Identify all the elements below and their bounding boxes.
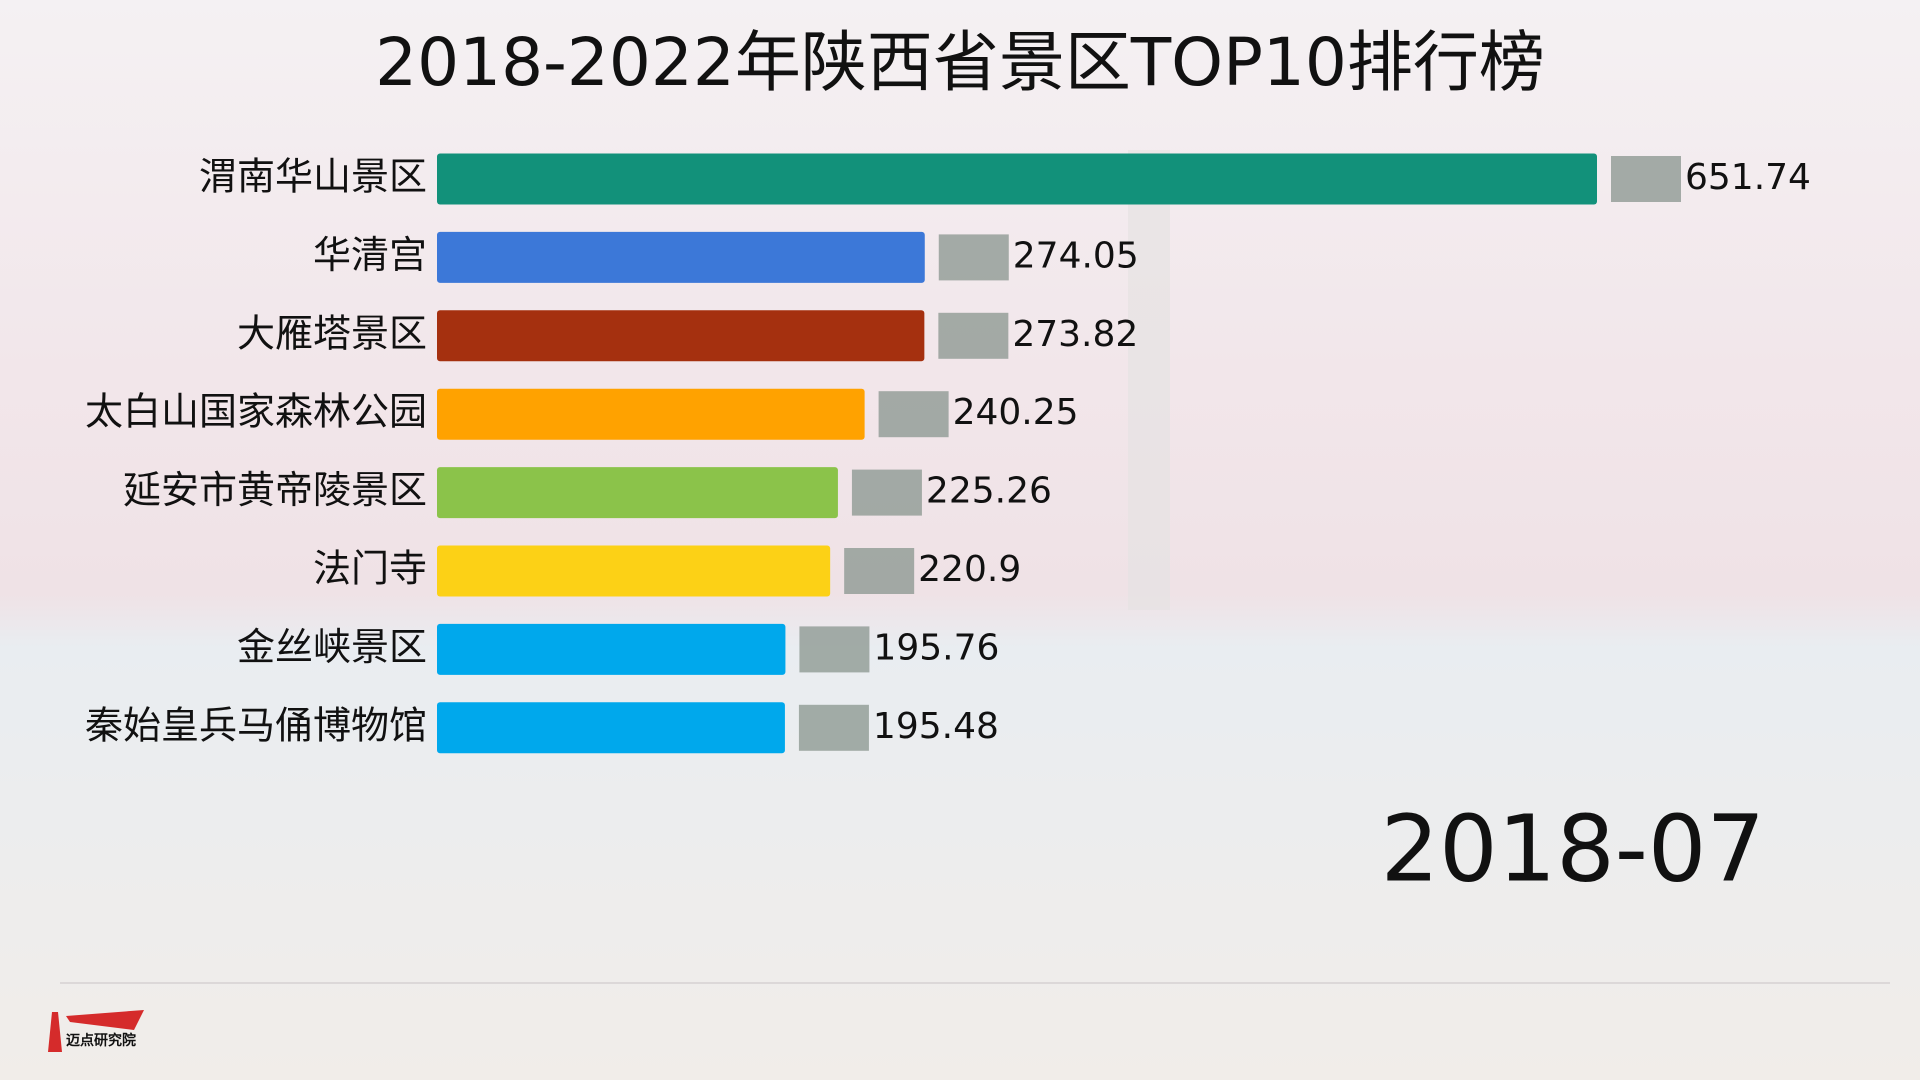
- thumbnail: [1611, 156, 1681, 202]
- value-label: 220.9: [918, 549, 1021, 590]
- bar: [437, 388, 865, 440]
- value-label: 273.82: [1012, 314, 1138, 355]
- value-label: 195.48: [873, 706, 999, 747]
- thumbnail: [799, 626, 870, 673]
- category-label: 太白山国家森林公园: [85, 390, 427, 434]
- value-label: 225.26: [926, 471, 1052, 512]
- value-label: 195.76: [873, 627, 999, 668]
- logo: 迈点研究院: [48, 1010, 144, 1052]
- logo-icon: [48, 1012, 62, 1052]
- bar: [437, 310, 925, 362]
- bar: [437, 153, 1597, 205]
- logo-text: 迈点研究院: [66, 1032, 136, 1049]
- date-label: 2018-07: [1381, 795, 1765, 902]
- thumbnail: [938, 234, 1009, 281]
- category-label: 法门寺: [313, 547, 427, 591]
- value-label: 651.74: [1685, 157, 1811, 198]
- category-label: 延安市黄帝陵景区: [123, 468, 427, 512]
- bar: [437, 702, 785, 754]
- logo-flag: [66, 1010, 144, 1030]
- thumbnail: [798, 704, 869, 751]
- category-label: 华清宫: [313, 233, 427, 277]
- value-label: 274.05: [1013, 235, 1139, 276]
- background-monument: [1128, 150, 1170, 610]
- category-label: 秦始皇兵马俑博物馆: [85, 703, 427, 747]
- thumbnail: [878, 391, 949, 438]
- thumbnail: [938, 312, 1009, 359]
- thumbnail: [851, 469, 922, 516]
- value-label: 240.25: [953, 392, 1079, 433]
- chart-title: 2018-2022年陕西省景区TOP10排行榜: [375, 24, 1545, 101]
- bar: [437, 231, 925, 283]
- bar: [437, 545, 831, 597]
- category-label: 金丝峡景区: [237, 625, 427, 669]
- bar: [437, 467, 838, 519]
- category-label: 渭南华山景区: [199, 155, 427, 199]
- thumbnail: [844, 548, 915, 594]
- category-label: 大雁塔景区: [237, 311, 427, 355]
- bar: [437, 623, 786, 675]
